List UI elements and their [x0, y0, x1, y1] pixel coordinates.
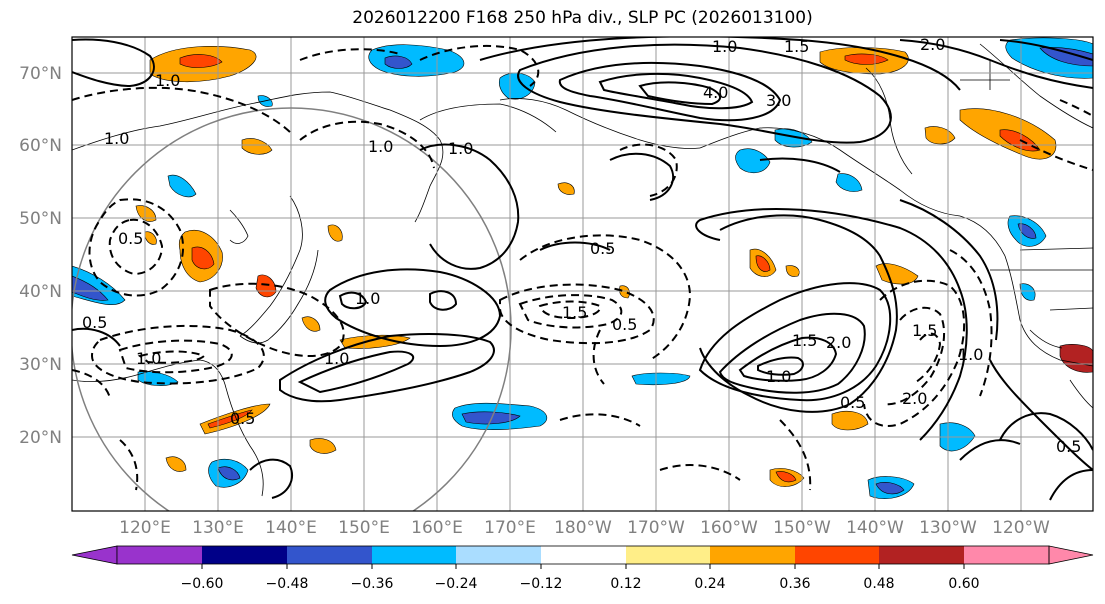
- contour-label: 1.0: [448, 139, 473, 158]
- contour-label: 1.0: [712, 37, 737, 56]
- contour-label: 1.0: [368, 137, 393, 156]
- slp-positive-contours: [72, 37, 1093, 501]
- colorbar: −0.60 −0.48 −0.36 −0.24 −0.12 0.12 0.24 …: [71, 545, 1094, 592]
- graticule: [72, 37, 1093, 511]
- contour-label: 1.5: [784, 37, 809, 56]
- coastlines: [72, 43, 1093, 497]
- colorbar-tick-label: −0.36: [351, 576, 394, 592]
- colorbar-tick-label: 0.36: [779, 576, 810, 592]
- lon-label: 120°E: [119, 518, 171, 538]
- contour-label: 1.0: [766, 367, 791, 386]
- slp-negative-contours: [72, 44, 1093, 491]
- contour-label: 0.5: [612, 315, 637, 334]
- lon-label: 140°E: [265, 518, 317, 538]
- colorbar-segment: [287, 546, 372, 564]
- lon-label: 150°E: [338, 518, 390, 538]
- colorbar-segment: [879, 546, 964, 564]
- colorbar-segment: [456, 546, 541, 564]
- colorbar-max-arrow: [1048, 545, 1094, 565]
- lon-label: 170°E: [484, 518, 536, 538]
- contour-label: 2.0: [826, 333, 851, 352]
- lat-label: 30°N: [19, 355, 62, 375]
- contour-label: 0.5: [82, 313, 107, 332]
- lon-label: 160°W: [700, 518, 758, 538]
- map-plot-area: 4.0 3.0 1.5 1.0 2.0 1.0 2.0 1.5 1.0 0.5 …: [72, 35, 1093, 511]
- contour-label: 1.5: [562, 303, 587, 322]
- colorbar-tick-label: 0.60: [948, 576, 979, 592]
- lat-label: 50°N: [19, 209, 62, 229]
- lon-label: 160°E: [411, 518, 463, 538]
- lat-label: 70°N: [19, 64, 62, 84]
- latitude-labels: 70°N 60°N 50°N 40°N 30°N 20°N: [19, 64, 62, 448]
- lon-label: 130°W: [919, 518, 977, 538]
- colorbar-segment: [372, 546, 456, 564]
- contour-label: 1.0: [104, 129, 129, 148]
- colorbar-tick-label: −0.60: [181, 576, 224, 592]
- contour-label: 3.0: [766, 91, 791, 110]
- contour-label: 0.5: [590, 239, 615, 258]
- lat-label: 60°N: [19, 136, 62, 156]
- contour-label: 0.5: [230, 409, 255, 428]
- contour-label: 4.0: [703, 83, 728, 102]
- lon-label: 170°W: [627, 518, 685, 538]
- colorbar-min-arrow: [71, 545, 118, 565]
- colorbar-tick-label: 0.12: [610, 576, 641, 592]
- colorbar-tick-label: −0.12: [520, 576, 563, 592]
- contour-label: 1.0: [136, 349, 161, 368]
- contour-label: 0.5: [840, 393, 865, 412]
- colorbar-segment: [202, 546, 287, 564]
- colorbar-segment: [710, 546, 795, 564]
- contour-label: 1.0: [155, 71, 180, 90]
- plot-frame: [71, 36, 1094, 512]
- map-title: 2026012200 F168 250 hPa div., SLP PC (20…: [352, 8, 813, 28]
- colorbar-segment: [795, 546, 879, 564]
- contour-label: 2.0: [920, 35, 945, 54]
- focus-circle: [72, 107, 512, 511]
- lon-label: 150°W: [773, 518, 831, 538]
- lon-label: 180°W: [554, 518, 612, 538]
- colorbar-tick-label: 0.24: [694, 576, 725, 592]
- colorbar-segment: [964, 546, 1049, 564]
- contour-label: 1.5: [912, 321, 937, 340]
- contour-label: 1.0: [355, 289, 380, 308]
- contour-label: 1.0: [958, 345, 983, 364]
- contour-label-group: 4.0 3.0 1.5 1.0 2.0 1.0 2.0 1.5 1.0 0.5 …: [82, 35, 1081, 456]
- colorbar-segment: [626, 546, 710, 564]
- contour-label: 0.5: [118, 229, 143, 248]
- contour-label: 2.0: [902, 389, 927, 408]
- contour-label: 0.5: [1056, 437, 1081, 456]
- colorbar-tick-label: −0.48: [266, 576, 309, 592]
- colorbar-tick-label: −0.24: [435, 576, 478, 592]
- colorbar-segment: [117, 546, 202, 564]
- contour-label: 1.0: [324, 349, 349, 368]
- lon-label: 140°W: [846, 518, 904, 538]
- contour-label: 1.5: [792, 331, 817, 350]
- lon-label: 130°E: [192, 518, 244, 538]
- lon-label: 120°W: [992, 518, 1050, 538]
- colorbar-segment: [541, 546, 626, 564]
- lat-label: 40°N: [19, 282, 62, 302]
- lat-label: 20°N: [19, 428, 62, 448]
- longitude-labels: 120°E 130°E 140°E 150°E 160°E 170°E 180°…: [119, 518, 1050, 538]
- colorbar-tick-label: 0.48: [863, 576, 894, 592]
